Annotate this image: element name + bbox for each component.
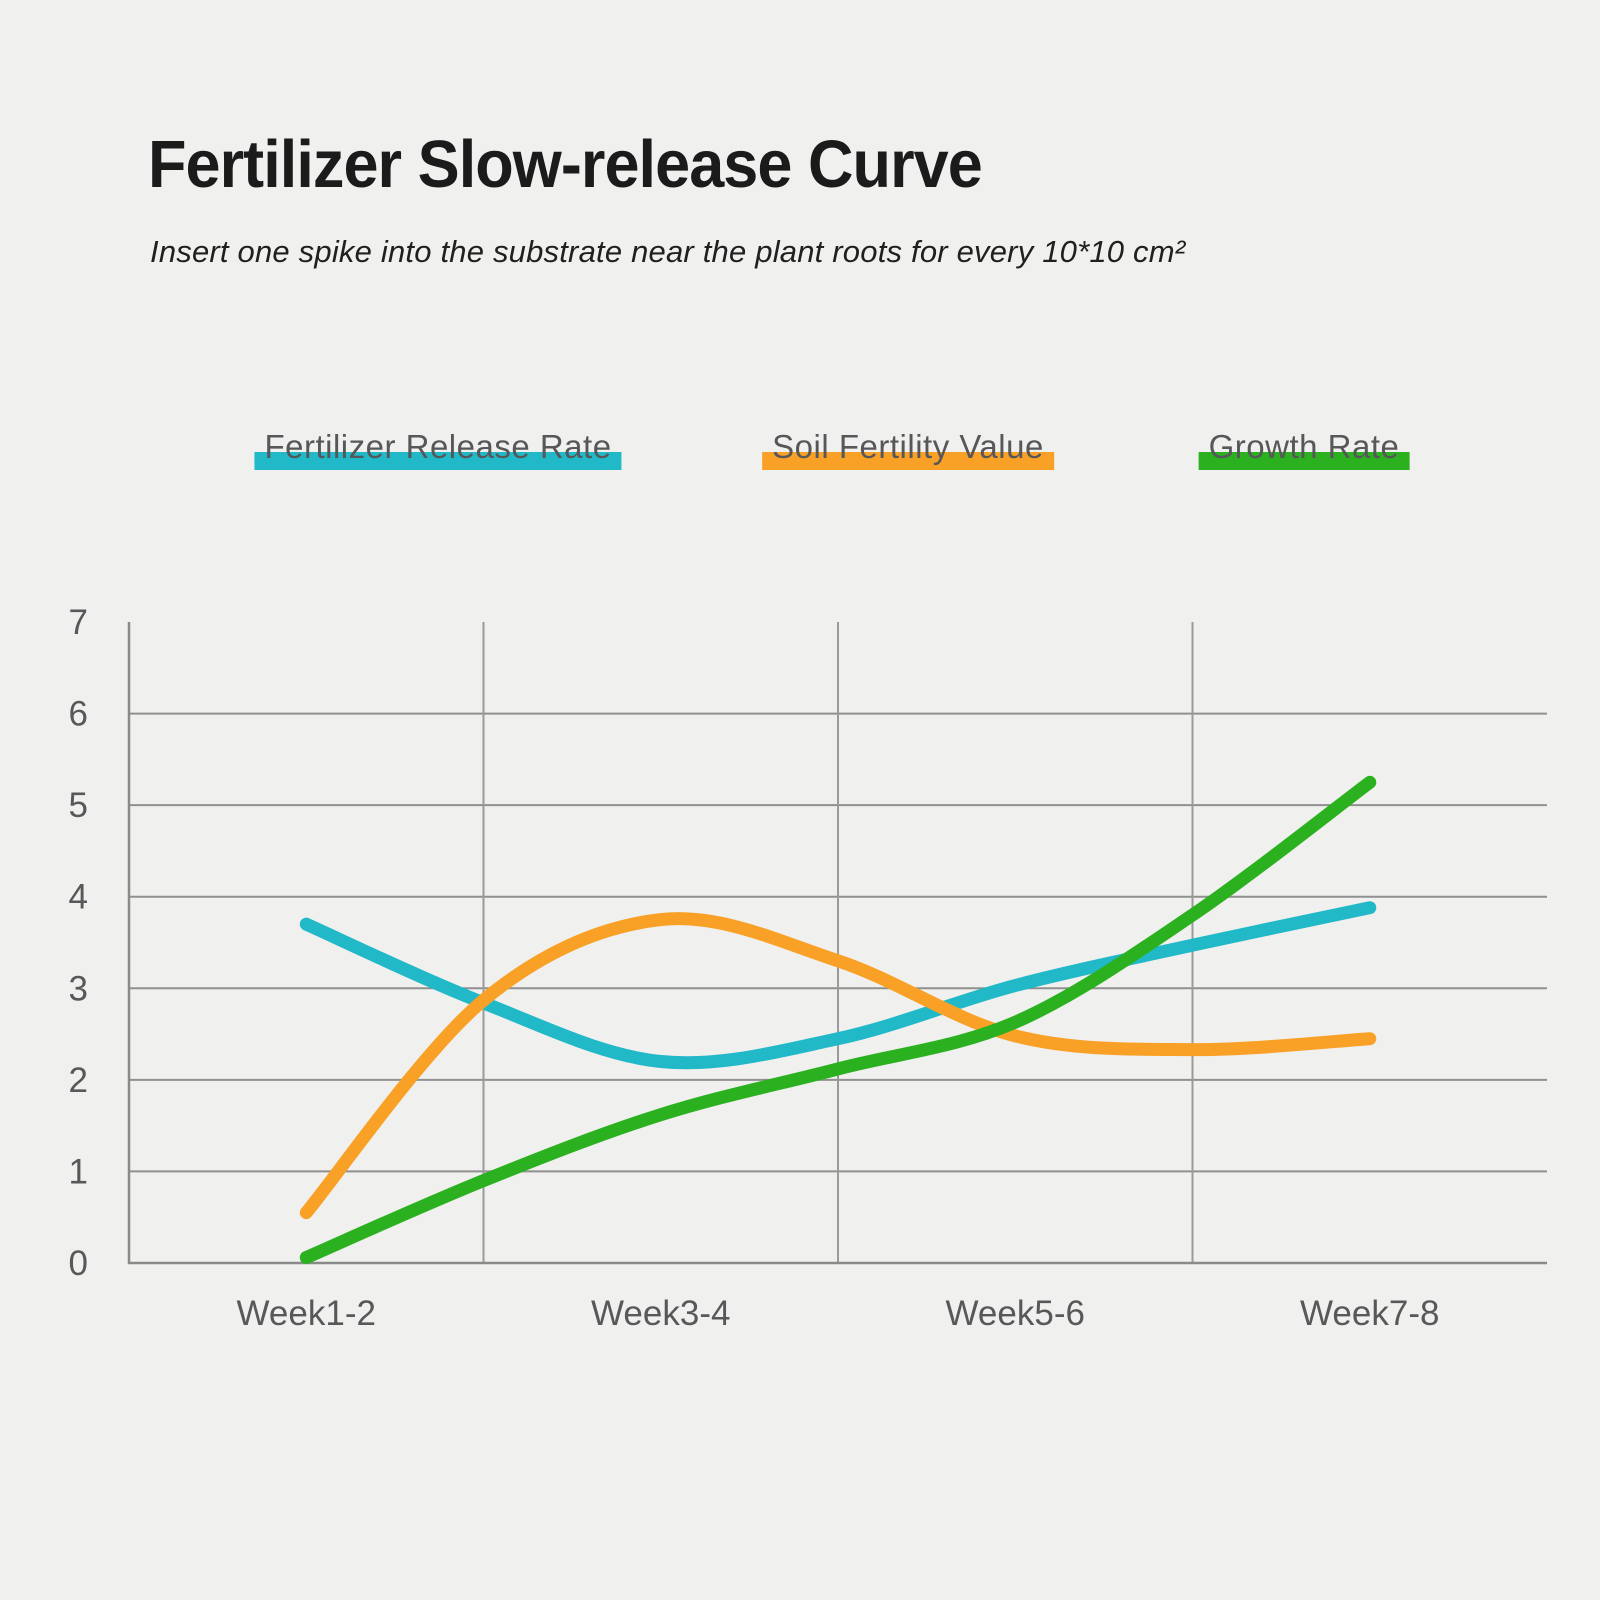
x-tick-label: Week3-4: [591, 1294, 730, 1333]
legend-color-bar-orange: [762, 452, 1054, 470]
x-tick-label: Week7-8: [1300, 1294, 1439, 1333]
page-subtitle: Insert one spike into the substrate near…: [150, 234, 1186, 269]
legend-label: Fertilizer Release Rate: [264, 428, 612, 465]
y-tick-label: 6: [69, 695, 88, 734]
y-tick-label: 1: [69, 1152, 88, 1191]
y-tick-label: 2: [69, 1061, 88, 1100]
y-tick-label: 4: [69, 878, 88, 917]
legend-label: Growth Rate: [1208, 428, 1400, 465]
legend-item-growth-rate: Growth Rate: [1198, 428, 1410, 470]
legend-color-bar-cyan: [254, 452, 622, 470]
x-tick-label: Week1-2: [237, 1294, 376, 1333]
y-tick-label: 5: [69, 786, 88, 825]
page-title: Fertilizer Slow-release Curve: [148, 127, 983, 202]
series-line: [299, 912, 1377, 1220]
legend-label: Soil Fertility Value: [772, 428, 1044, 465]
y-tick-label: 3: [69, 969, 88, 1008]
y-tick-label: 0: [69, 1244, 88, 1283]
series-line: [299, 775, 1377, 1264]
legend-item-soil-fertility-value: Soil Fertility Value: [762, 428, 1054, 470]
x-tick-label: Week5-6: [946, 1294, 1085, 1333]
legend-item-fertilizer-release-rate: Fertilizer Release Rate: [254, 428, 622, 470]
y-tick-label: 7: [69, 603, 88, 642]
legend-color-bar-green: [1198, 452, 1410, 470]
